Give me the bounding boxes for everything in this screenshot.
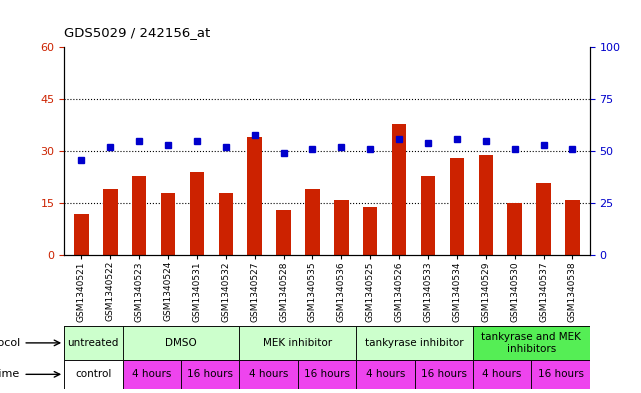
Text: 16 hours: 16 hours	[304, 369, 350, 379]
Bar	[219, 193, 233, 255]
Bar	[239, 360, 297, 389]
Bar	[74, 214, 88, 255]
Bar	[181, 360, 239, 389]
Bar	[64, 360, 122, 389]
Bar	[420, 176, 435, 255]
Text: 4 hours: 4 hours	[132, 369, 171, 379]
Text: untreated: untreated	[67, 338, 119, 348]
Bar	[297, 360, 356, 389]
Text: tankyrase and MEK
inhibitors: tankyrase and MEK inhibitors	[481, 332, 581, 354]
Text: GDS5029 / 242156_at: GDS5029 / 242156_at	[64, 26, 210, 39]
Bar	[132, 176, 146, 255]
Bar	[334, 200, 349, 255]
Bar	[305, 189, 320, 255]
Bar	[537, 182, 551, 255]
Bar	[415, 360, 473, 389]
Text: 4 hours: 4 hours	[249, 369, 288, 379]
Bar	[363, 207, 378, 255]
Text: 16 hours: 16 hours	[538, 369, 583, 379]
Bar	[190, 172, 204, 255]
Bar	[247, 138, 262, 255]
Bar	[276, 210, 291, 255]
Text: protocol: protocol	[0, 338, 21, 348]
Text: 16 hours: 16 hours	[187, 369, 233, 379]
Text: 4 hours: 4 hours	[483, 369, 522, 379]
Bar	[565, 200, 579, 255]
Bar	[161, 193, 175, 255]
Bar	[392, 123, 406, 255]
Text: time: time	[0, 369, 21, 379]
Bar	[239, 326, 356, 360]
Bar	[508, 204, 522, 255]
Text: 16 hours: 16 hours	[420, 369, 467, 379]
Text: MEK inhibitor: MEK inhibitor	[263, 338, 332, 348]
Bar	[356, 360, 415, 389]
Bar	[122, 360, 181, 389]
Bar	[531, 360, 590, 389]
Text: tankyrase inhibitor: tankyrase inhibitor	[365, 338, 464, 348]
Text: control: control	[75, 369, 112, 379]
Text: 4 hours: 4 hours	[365, 369, 405, 379]
Bar	[356, 326, 473, 360]
Bar	[449, 158, 464, 255]
Text: DMSO: DMSO	[165, 338, 197, 348]
Bar	[122, 326, 239, 360]
Bar	[479, 155, 493, 255]
Bar	[64, 326, 122, 360]
Bar	[103, 189, 117, 255]
Bar	[473, 360, 531, 389]
Bar	[473, 326, 590, 360]
